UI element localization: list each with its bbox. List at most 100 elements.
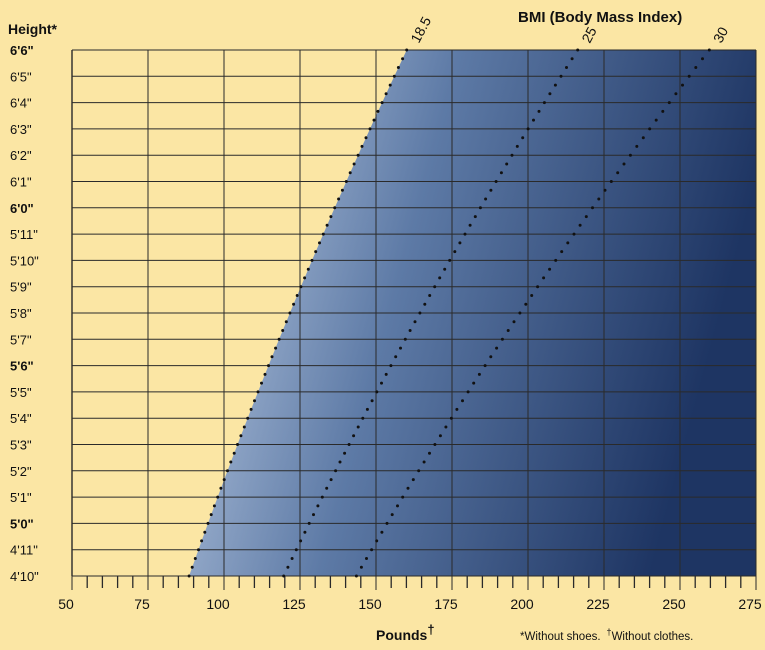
bmi-dot [253,399,256,403]
x-tick-label: 275 [738,596,762,612]
bmi-dot [343,451,347,455]
bmi-dot [512,320,516,324]
bmi-dot [325,486,329,490]
bmi-dot [438,276,442,280]
bmi-dot [229,460,233,464]
bmi-dot [399,346,402,350]
bmi-dot [310,258,314,262]
bmi-dot [559,74,563,78]
bmi-dot [307,521,311,525]
bmi-dot [591,206,594,210]
bmi-dot [597,197,601,201]
bmi-dot [532,118,535,122]
bmi-dot [356,153,360,157]
bmi-dot [449,416,453,420]
bmi-dot [277,337,281,341]
y-tick-label: 5'8" [10,306,32,321]
bmi-dot [256,390,260,394]
bmi-dot [499,171,503,175]
bmi-dot [329,215,333,219]
bmi-dot [553,83,557,87]
bmi-dot [316,504,320,508]
bmi-dot [477,372,481,376]
bmi-dot [443,267,447,271]
y-tick-label: 5'6" [10,359,34,374]
bmi-dot [365,407,369,411]
bmi-dot [603,188,607,192]
chart-title: BMI (Body Mass Index) [518,9,682,26]
bmi-dot [548,92,552,96]
bmi-dot [570,57,574,61]
bmi-dot [286,565,290,569]
bmi-dot [578,223,582,227]
bmi-dot [515,144,519,148]
bmi-dot [389,364,393,368]
bmi-dot [295,294,299,297]
y-tick-label: 5'7" [10,332,32,347]
bmi-dot [584,215,588,219]
y-tick-label: 4'10" [10,569,39,584]
bmi-dot [667,101,671,105]
bmi-dot [423,302,427,306]
bmi-dot [413,320,417,324]
y-tick-label: 6'3" [10,122,32,137]
bmi-dot [242,425,246,429]
bmi-dot [284,320,288,324]
bmi-dot [453,250,457,254]
bmi-dot [494,180,498,183]
bmi-dot [187,574,191,578]
x-tick-label: 50 [58,596,74,612]
bmi-dot [200,539,204,543]
bmi-dot [500,337,504,341]
y-tick-label: 5'3" [10,438,32,453]
bmi-dot [628,153,632,157]
bmi-dot [303,276,307,280]
bmi-dot [337,197,341,201]
bmi-dot [484,197,488,201]
bmi-dot [392,74,396,78]
y-axis-label: Height* [8,21,58,37]
bmi-dot [537,109,541,113]
bmi-dot [687,74,691,78]
bmi-dot [566,241,570,245]
x-tick-label: 175 [434,596,458,612]
x-tick-labels: 50 75 100 125 150 175 200 225 250 275 [58,596,762,612]
y-tick-label: 5'11" [10,227,38,242]
bmi-dot [209,513,213,517]
bmi-dot [222,478,226,482]
bmi-dot [281,329,285,332]
bmi-dot [468,223,472,227]
bmi-dot [246,416,250,420]
bmi-dot [325,223,329,227]
bmi-dot [380,530,384,534]
y-tick-label: 5'0" [10,516,34,531]
bmi-dot [385,521,389,525]
bmi-dot [384,372,388,376]
bmi-dot [438,434,442,438]
y-tick-label: 5'4" [10,411,32,426]
bmi-dot [472,381,476,385]
bmi-dot [216,495,220,499]
bmi-dot [384,92,388,96]
bmi-dot [370,399,374,403]
bmi-dot [190,565,194,569]
bmi-dot [418,311,422,315]
bmi-dot [707,48,711,52]
bmi-label-18.5: 18.5 [407,14,434,46]
bmi-dot [388,83,392,87]
bmi-dot [294,548,298,552]
x-axis-label-mark: † [427,622,434,637]
bmi-dot [542,276,546,280]
bmi-dot [616,171,620,175]
bmi-dot [380,381,383,385]
y-tick-label: 6'2" [10,148,32,163]
bmi-dot [444,425,448,429]
bmi-dot [312,513,315,517]
bmi-dot [401,495,405,499]
bmi-dot [390,513,394,517]
bmi-dot [428,294,432,297]
bmi-label-25: 25 [578,24,600,45]
bmi-dot [458,241,462,245]
bmi-dot [360,144,364,148]
bmi-dot [576,48,580,52]
